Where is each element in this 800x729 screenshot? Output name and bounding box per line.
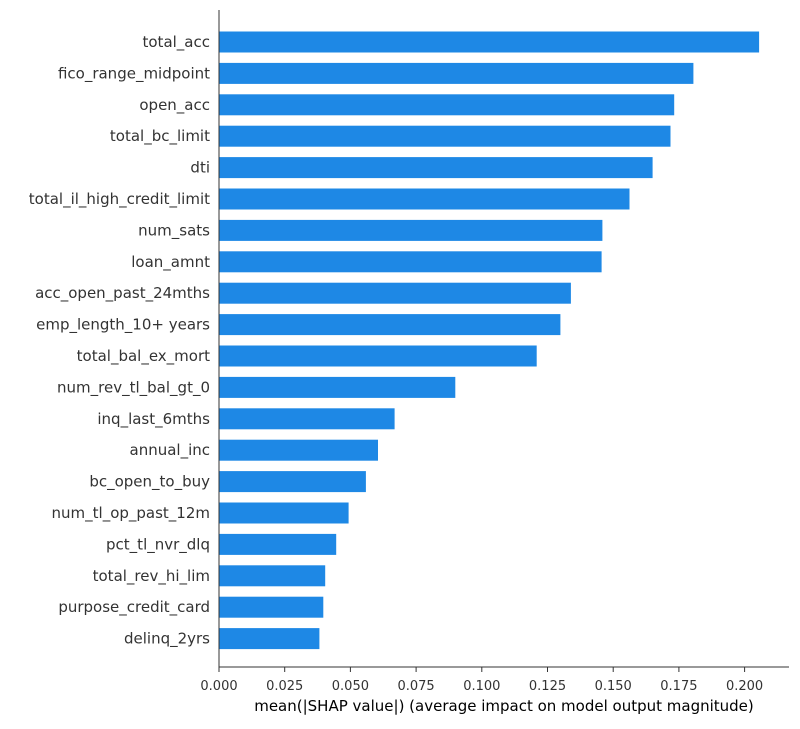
bar-total-bc-limit [219, 125, 671, 147]
bar-open-acc [219, 94, 675, 116]
x-axis-title: mean(|SHAP value|) (average impact on mo… [254, 697, 754, 715]
category-label: annual_inc [130, 441, 211, 460]
category-label: total_acc [143, 33, 211, 52]
category-label: delinq_2yrs [124, 630, 210, 649]
category-label: pct_tl_nvr_dlq [106, 535, 210, 554]
x-tick-label: 0.200 [726, 679, 763, 694]
category-label: purpose_credit_card [58, 598, 210, 617]
category-label: inq_last_6mths [97, 410, 210, 429]
category-label: total_bc_limit [110, 127, 210, 146]
bar-pct-tl-nvr-dlq [219, 533, 337, 555]
category-label: total_rev_hi_lim [93, 567, 210, 586]
bar-num-sats [219, 219, 603, 241]
x-tick-label: 0.075 [397, 679, 434, 694]
bar-total-il-high-credit-limit [219, 188, 630, 210]
category-label: dti [190, 159, 210, 177]
x-tick-label: 0.150 [595, 679, 632, 694]
bar-loan-amnt [219, 251, 602, 273]
x-ticks-group: 0.000 0.025 0.050 0.075 0.100 0.125 0.150 0.175… [200, 667, 763, 694]
bars-group [219, 31, 760, 650]
bar-total-rev-hi-lim [219, 565, 326, 587]
bar-fico-range-midpoint [219, 62, 694, 84]
bar-annual-inc [219, 439, 378, 461]
category-label: num_sats [138, 221, 210, 240]
bar-acc-open-past-24mths [219, 282, 571, 304]
category-label: acc_open_past_24mths [35, 284, 210, 303]
category-label: fico_range_midpoint [58, 64, 210, 83]
bar-inq-last-6mths [219, 408, 395, 430]
x-tick-label: 0.000 [200, 679, 237, 694]
category-label: emp_length_10+ years [36, 316, 210, 335]
x-tick-label: 0.050 [332, 679, 369, 694]
category-label: bc_open_to_buy [89, 473, 210, 492]
x-tick-label: 0.100 [463, 679, 500, 694]
category-label: open_acc [139, 96, 210, 115]
bar-bc-open-to-buy [219, 471, 366, 493]
bar-num-rev-tl-bal-gt-0 [219, 376, 456, 398]
bar-total-acc [219, 31, 760, 53]
x-tick-label: 0.175 [660, 679, 697, 694]
category-labels-group: total_acc fico_range_midpoint open_acctota… [29, 33, 210, 649]
category-label: total_bal_ex_mort [77, 347, 210, 366]
bar-emp-length-10-years [219, 314, 561, 336]
bar-num-tl-op-past-12m [219, 502, 349, 524]
bar-delinq-2yrs [219, 628, 320, 650]
bar-dti [219, 157, 653, 179]
category-label: loan_amnt [131, 253, 210, 272]
x-tick-label: 0.125 [529, 679, 566, 694]
category-label: num_tl_op_past_12m [52, 504, 210, 523]
category-label: total_il_high_credit_limit [29, 190, 210, 209]
category-label: num_rev_tl_bal_gt_0 [57, 378, 210, 397]
x-tick-label: 0.025 [266, 679, 303, 694]
bar-purpose-credit-card [219, 596, 324, 618]
bar-total-bal-ex-mort [219, 345, 537, 367]
